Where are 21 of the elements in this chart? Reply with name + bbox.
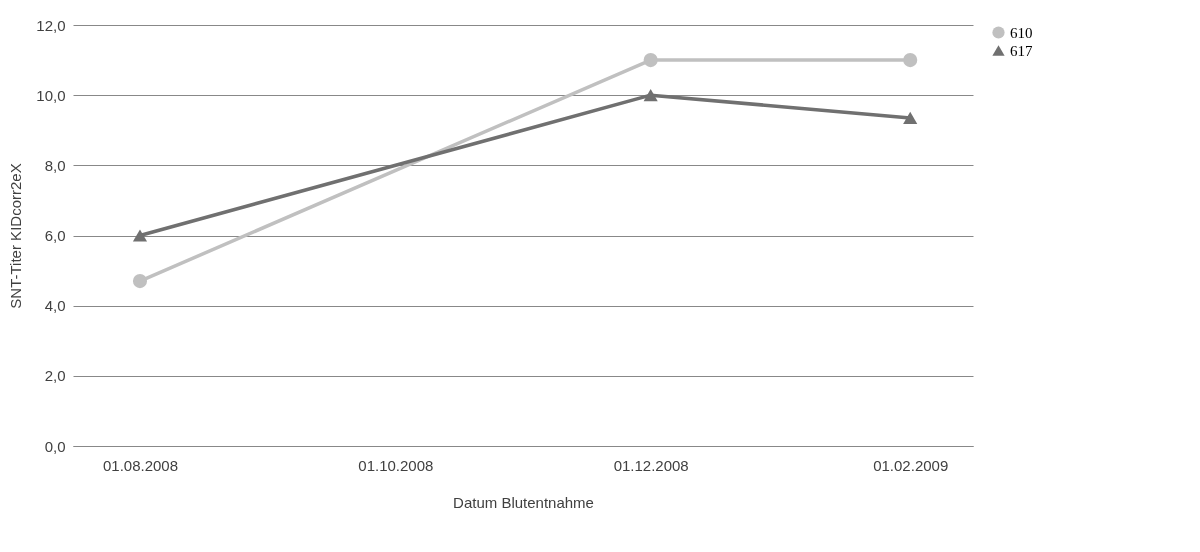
legend-label: 610	[1010, 24, 1033, 41]
point	[903, 53, 918, 68]
point	[132, 229, 148, 242]
point	[643, 89, 658, 102]
x-tick-label: 01.12.2008	[613, 456, 689, 474]
point	[132, 274, 148, 289]
y-axis-title: SNT-Titer KIDcorr2eX	[7, 163, 25, 309]
x-tick-label: 01.08.2008	[102, 456, 179, 474]
legend-label: 617	[1010, 42, 1033, 59]
x-tick-label: 01.10.2008	[358, 456, 434, 474]
y-tick-label: 10,0	[36, 86, 66, 104]
y-tick-label: 2,0	[44, 367, 66, 385]
point	[643, 53, 658, 68]
y-tick-label: 4,0	[44, 297, 66, 315]
point	[903, 111, 918, 125]
y-tick-label: 6,0	[44, 227, 66, 244]
y-tick-label: 8,0	[44, 156, 66, 174]
x-tick-label: 01.02.2009	[873, 456, 949, 474]
x-axis-title: Datum Blutentnahme	[453, 493, 594, 511]
y-tick-label: 12,0	[36, 16, 66, 34]
y-tick-label: 0,0	[44, 437, 66, 455]
